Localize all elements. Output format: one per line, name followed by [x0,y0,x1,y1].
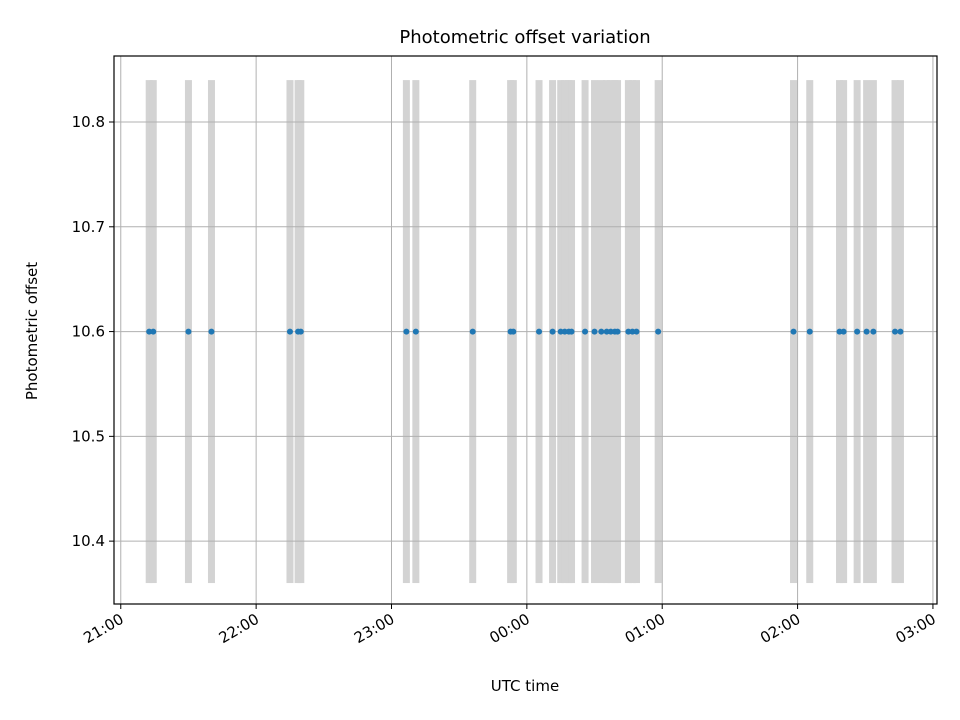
data-point [150,328,157,335]
data-point [582,328,589,335]
y-tick-label: 10.6 [72,323,105,341]
data-point [897,328,904,335]
data-point [536,328,543,335]
x-tick-label: 22:00 [216,610,262,647]
x-axis-ticks: 21:00 22:00 23:00 00:00 01:00 02:00 03:00 [80,604,939,647]
data-point [568,328,575,335]
data-point [412,328,419,335]
data-point [549,328,556,335]
chart-title: Photometric offset variation [399,27,650,48]
grid-layer [114,56,937,604]
y-tick-label: 10.7 [72,218,105,236]
data-point [510,328,517,335]
x-axis-label: UTC time [491,677,559,695]
data-point [633,328,640,335]
data-point [208,328,215,335]
data-point [870,328,877,335]
data-point [892,328,899,335]
data-point [403,328,410,335]
data-point [614,328,621,335]
plot-frame [113,55,938,605]
data-point [286,328,293,335]
y-tick-label: 10.8 [72,113,105,131]
y-axis-ticks: 10.4 10.5 10.6 10.7 10.8 [72,113,114,550]
y-tick-label: 10.4 [72,532,105,550]
data-point [863,328,870,335]
y-tick-label: 10.5 [72,427,105,445]
x-tick-label: 00:00 [486,610,532,647]
y-axis-label: Photometric offset [23,262,41,400]
data-point [806,328,813,335]
data-point [469,328,476,335]
x-tick-label: 03:00 [892,610,938,647]
data-point [790,328,797,335]
x-tick-label: 21:00 [80,610,126,647]
data-point [297,328,304,335]
plot-area [113,55,938,605]
data-point [655,328,662,335]
data-point [185,328,192,335]
data-point [840,328,847,335]
x-tick-label: 23:00 [351,610,397,647]
points-layer [146,328,904,335]
data-point [854,328,861,335]
x-tick-label: 01:00 [622,610,668,647]
data-point [598,328,605,335]
data-point [591,328,598,335]
x-tick-label: 02:00 [757,610,803,647]
